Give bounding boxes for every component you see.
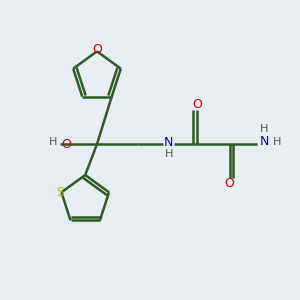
Text: O: O	[192, 98, 202, 111]
Text: O: O	[61, 138, 71, 151]
Text: N: N	[260, 135, 269, 148]
Text: O: O	[92, 43, 102, 56]
Text: H: H	[273, 137, 281, 147]
Text: O: O	[225, 177, 234, 190]
Text: H: H	[49, 137, 57, 147]
Text: H: H	[165, 148, 173, 158]
Text: S: S	[56, 186, 64, 199]
Text: H: H	[260, 124, 269, 134]
Text: N: N	[164, 136, 173, 149]
